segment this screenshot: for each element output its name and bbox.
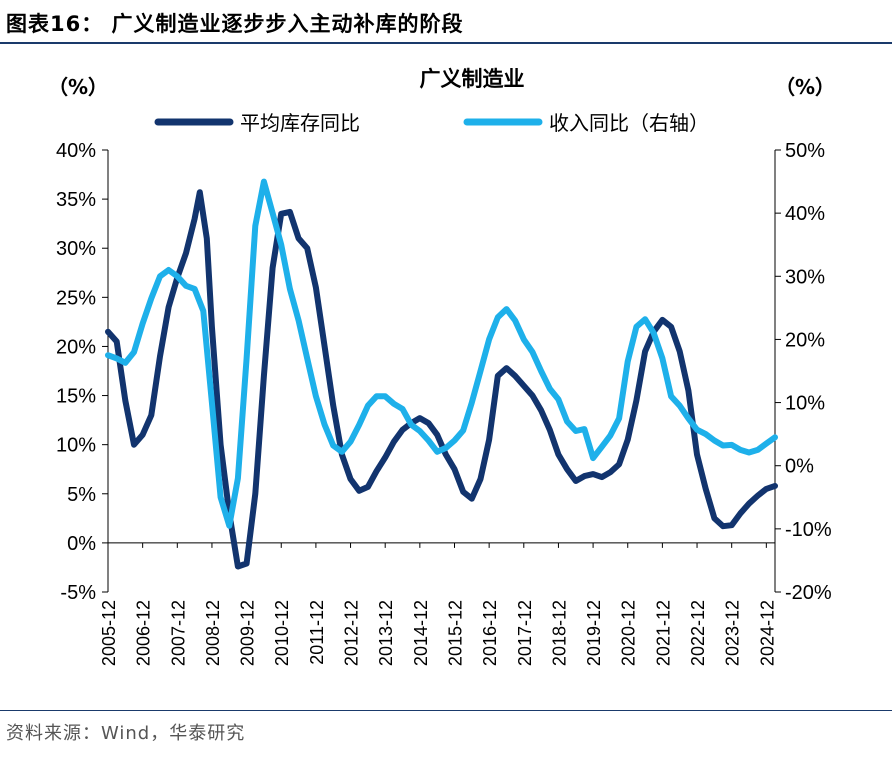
left-tick-label: 15% bbox=[56, 386, 96, 408]
chart: 广义制造业 （%） （%） 平均库存同比 收入同比（右轴） -5% 0% 5% 10%… bbox=[48, 67, 835, 666]
x-tick-label: 2017-12 bbox=[515, 600, 535, 666]
legend: 平均库存同比 收入同比（右轴） bbox=[154, 111, 709, 135]
left-axis-unit: （%） bbox=[48, 75, 108, 99]
left-tick-label: 25% bbox=[56, 287, 96, 309]
right-tick-label: 50% bbox=[785, 140, 825, 162]
legend-label-inventory: 平均库存同比 bbox=[240, 111, 360, 135]
x-tick-label: 2010-12 bbox=[272, 600, 292, 666]
left-tick-label: 20% bbox=[56, 336, 96, 358]
x-tick-label: 2015-12 bbox=[445, 600, 465, 666]
right-axis-unit: （%） bbox=[775, 75, 835, 99]
x-tick-label: 2020-12 bbox=[619, 600, 639, 666]
right-tick-label: 30% bbox=[785, 266, 825, 288]
figure-title: 图表16： 广义制造业逐步步入主动补库的阶段 bbox=[6, 12, 464, 36]
left-tick-label: 40% bbox=[56, 140, 96, 162]
x-tick-label: 2006-12 bbox=[134, 600, 154, 666]
left-tick-label: -5% bbox=[60, 582, 96, 604]
x-tick-label: 2023-12 bbox=[723, 600, 743, 666]
x-tick-label: 2021-12 bbox=[653, 600, 673, 666]
x-tick-label: 2019-12 bbox=[584, 600, 604, 666]
series-lines bbox=[105, 178, 778, 570]
right-tick-label: -20% bbox=[785, 582, 832, 604]
series-line-revenue bbox=[105, 178, 778, 529]
x-tick-label: 2005-12 bbox=[99, 600, 119, 666]
title-divider bbox=[0, 42, 892, 44]
left-tick-label: 10% bbox=[56, 435, 96, 457]
right-tick-label: 10% bbox=[785, 393, 825, 415]
x-tick-label: 2007-12 bbox=[168, 600, 188, 666]
x-tick-label: 2014-12 bbox=[411, 600, 431, 666]
axes: -5% 0% 5% 10% 15% 20% 25% 30% 35% 40% -20% -10% 0% 10… bbox=[56, 140, 832, 666]
legend-label-revenue: 收入同比（右轴） bbox=[549, 111, 709, 135]
left-tick-label: 5% bbox=[67, 484, 96, 506]
x-tick-label: 2022-12 bbox=[688, 600, 708, 666]
x-tick-label: 2008-12 bbox=[203, 600, 223, 666]
x-tick-label: 2016-12 bbox=[480, 600, 500, 666]
x-tick-label: 2018-12 bbox=[549, 600, 569, 666]
source-note: 资料来源：Wind，华泰研究 bbox=[6, 723, 246, 744]
chart-title: 广义制造业 bbox=[420, 67, 525, 91]
right-tick-label: 20% bbox=[785, 329, 825, 351]
x-tick-label: 2012-12 bbox=[342, 600, 362, 666]
left-tick-label: 30% bbox=[56, 238, 96, 260]
left-tick-label: 35% bbox=[56, 189, 96, 211]
x-tick-label: 2009-12 bbox=[238, 600, 258, 666]
x-tick-label: 2013-12 bbox=[376, 600, 396, 666]
source-divider bbox=[0, 710, 892, 711]
right-tick-label: -10% bbox=[785, 519, 832, 541]
x-tick-label: 2011-12 bbox=[307, 600, 327, 665]
right-tick-label: 40% bbox=[785, 203, 825, 225]
series-line-inventory bbox=[105, 189, 778, 570]
right-tick-label: 0% bbox=[785, 456, 814, 478]
left-tick-label: 0% bbox=[67, 533, 96, 555]
x-tick-label: 2024-12 bbox=[757, 600, 777, 666]
